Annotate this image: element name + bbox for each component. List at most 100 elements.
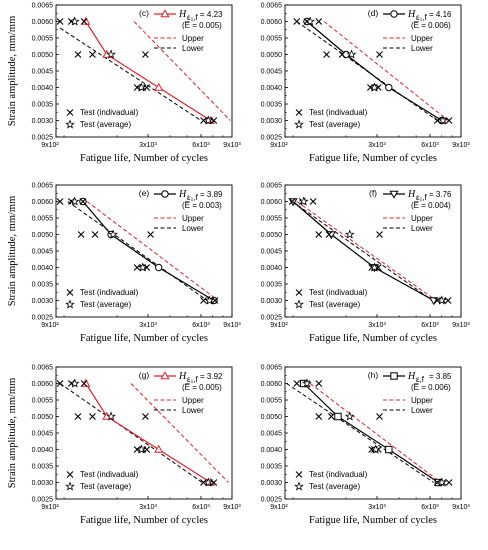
y-tick-label: 0.0030 (261, 480, 283, 487)
legend-average-label: Test (average) (80, 300, 131, 309)
legend-series-marker (390, 10, 398, 18)
legend-average-marker (294, 481, 304, 491)
test-average-point (69, 378, 80, 388)
test-individual-point (376, 231, 383, 238)
legend-upper-label: Upper (182, 396, 204, 405)
legend-series-value: = 3.92 (200, 372, 223, 381)
legend-series-marker (389, 190, 399, 199)
test-individual-point (293, 380, 301, 387)
legend-series-symbol: H (178, 9, 187, 20)
legend-series-value: = 4.23 (200, 10, 223, 19)
legend-average-label: Test (average) (309, 482, 360, 491)
test-average-point (346, 49, 357, 59)
legend-individual-label: Test (indivadual) (309, 108, 368, 117)
y-tick-label: 0.0065 (32, 2, 54, 9)
y-tick-label: 0.0060 (32, 19, 54, 26)
legend-series-subscript: ε,f (416, 375, 425, 384)
legend-series-marker (390, 372, 398, 380)
legend-individual-marker (295, 109, 303, 116)
y-tick-label: 0.0065 (32, 182, 54, 189)
y-tick-label: 0.0025 (261, 134, 283, 141)
y-tick-label: 0.0030 (261, 118, 283, 125)
lower-bound-line (59, 383, 203, 483)
legend-series-note: (E̅ = 0.003) (182, 201, 222, 210)
legend-series-symbol: H (407, 9, 416, 20)
prediction-line (85, 383, 211, 484)
legend-series-value: = 3.76 (429, 190, 452, 199)
y-tick-label: 0.0025 (261, 496, 283, 503)
y-tick-label: 0.0035 (261, 281, 283, 288)
y-axis-label: Strain amplitude, mm/mm (7, 378, 18, 489)
test-individual-point (211, 297, 219, 304)
test-individual-point (288, 198, 296, 205)
legend-series-marker (160, 9, 170, 18)
legend-series-symbol: H (407, 371, 416, 382)
x-axis-label: Fatigue life, Number of cycles (80, 153, 208, 164)
test-average-point (106, 49, 116, 59)
chart-panel-e: 0.0025 0.0030 0.0035 0.0040 0.0045 0.0050 0.00… (7, 182, 241, 344)
legend-individual-marker (66, 471, 74, 478)
test-individual-point (210, 479, 218, 486)
y-tick-label: 0.0055 (261, 215, 283, 222)
legend-lower-label: Lower (411, 406, 433, 415)
test-individual-point (143, 84, 151, 91)
test-individual-point (77, 231, 85, 238)
y-tick-label: 0.0055 (32, 35, 54, 42)
test-average-point (344, 229, 355, 239)
test-individual-point (142, 413, 149, 420)
test-individual-point (433, 117, 441, 124)
upper-bound-line (130, 383, 229, 483)
y-tick-label: 0.0065 (261, 182, 283, 189)
y-tick-label: 0.0060 (261, 19, 283, 26)
legend-average-label: Test (average) (309, 120, 360, 129)
y-axis-label: Strain amplitude, mm/mm (7, 16, 18, 127)
test-individual-point (91, 231, 99, 238)
y-tick-label: 0.0040 (32, 265, 54, 272)
test-individual-point (315, 231, 323, 238)
x-tick-label: 3x10³ (139, 142, 157, 149)
y-tick-label: 0.0025 (32, 314, 54, 321)
x-tick-label: 9x10² (270, 322, 288, 329)
legend-individual-marker (66, 109, 74, 116)
test-individual-point (143, 446, 151, 453)
x-tick-label: 6x10³ (192, 142, 210, 149)
test-average-point (137, 262, 148, 272)
test-individual-point (56, 198, 64, 205)
test-individual-point (376, 51, 383, 58)
prediction-line (85, 21, 211, 122)
test-average-point (69, 196, 80, 206)
chart-panel-h: 0.0025 0.0030 0.0035 0.0040 0.0045 0.0050 0.00… (261, 364, 471, 526)
y-tick-label: 0.0045 (261, 430, 283, 437)
prediction-marker (385, 83, 393, 92)
legend-series-value: = 3.89 (200, 190, 223, 199)
y-tick-label: 0.0050 (261, 414, 283, 421)
prediction-line (303, 383, 439, 483)
panel-label: (e) (139, 188, 150, 198)
lower-bound-line (67, 201, 208, 301)
test-individual-point (376, 413, 383, 420)
x-axis-label: Fatigue life, Number of cycles (309, 515, 437, 526)
legend-individual-label: Test (indivadual) (80, 470, 139, 479)
legend-individual-label: Test (indivadual) (309, 288, 368, 297)
y-tick-label: 0.0030 (261, 298, 283, 305)
test-average-point (369, 262, 380, 272)
test-individual-point (325, 231, 333, 238)
y-tick-label: 0.0050 (32, 232, 54, 239)
x-tick-label: 6x10³ (421, 322, 439, 329)
y-tick-label: 0.0040 (261, 265, 283, 272)
y-tick-label: 0.0035 (32, 101, 54, 108)
legend-average-marker (65, 119, 75, 129)
test-individual-point (56, 18, 64, 25)
test-individual-point (147, 231, 154, 238)
legend-average-label: Test (average) (80, 482, 131, 491)
chart-panel-c: 0.0025 0.0030 0.0035 0.0040 0.0045 0.0050 0.00… (7, 2, 241, 164)
test-individual-point (338, 51, 346, 58)
x-tick-label: 3x10³ (139, 322, 157, 329)
legend-lower-label: Lower (411, 44, 433, 53)
y-tick-label: 0.0040 (261, 85, 283, 92)
legend-average-label: Test (average) (309, 300, 360, 309)
test-average-point (106, 411, 116, 421)
y-tick-label: 0.0030 (32, 298, 54, 305)
test-individual-point (74, 413, 82, 420)
